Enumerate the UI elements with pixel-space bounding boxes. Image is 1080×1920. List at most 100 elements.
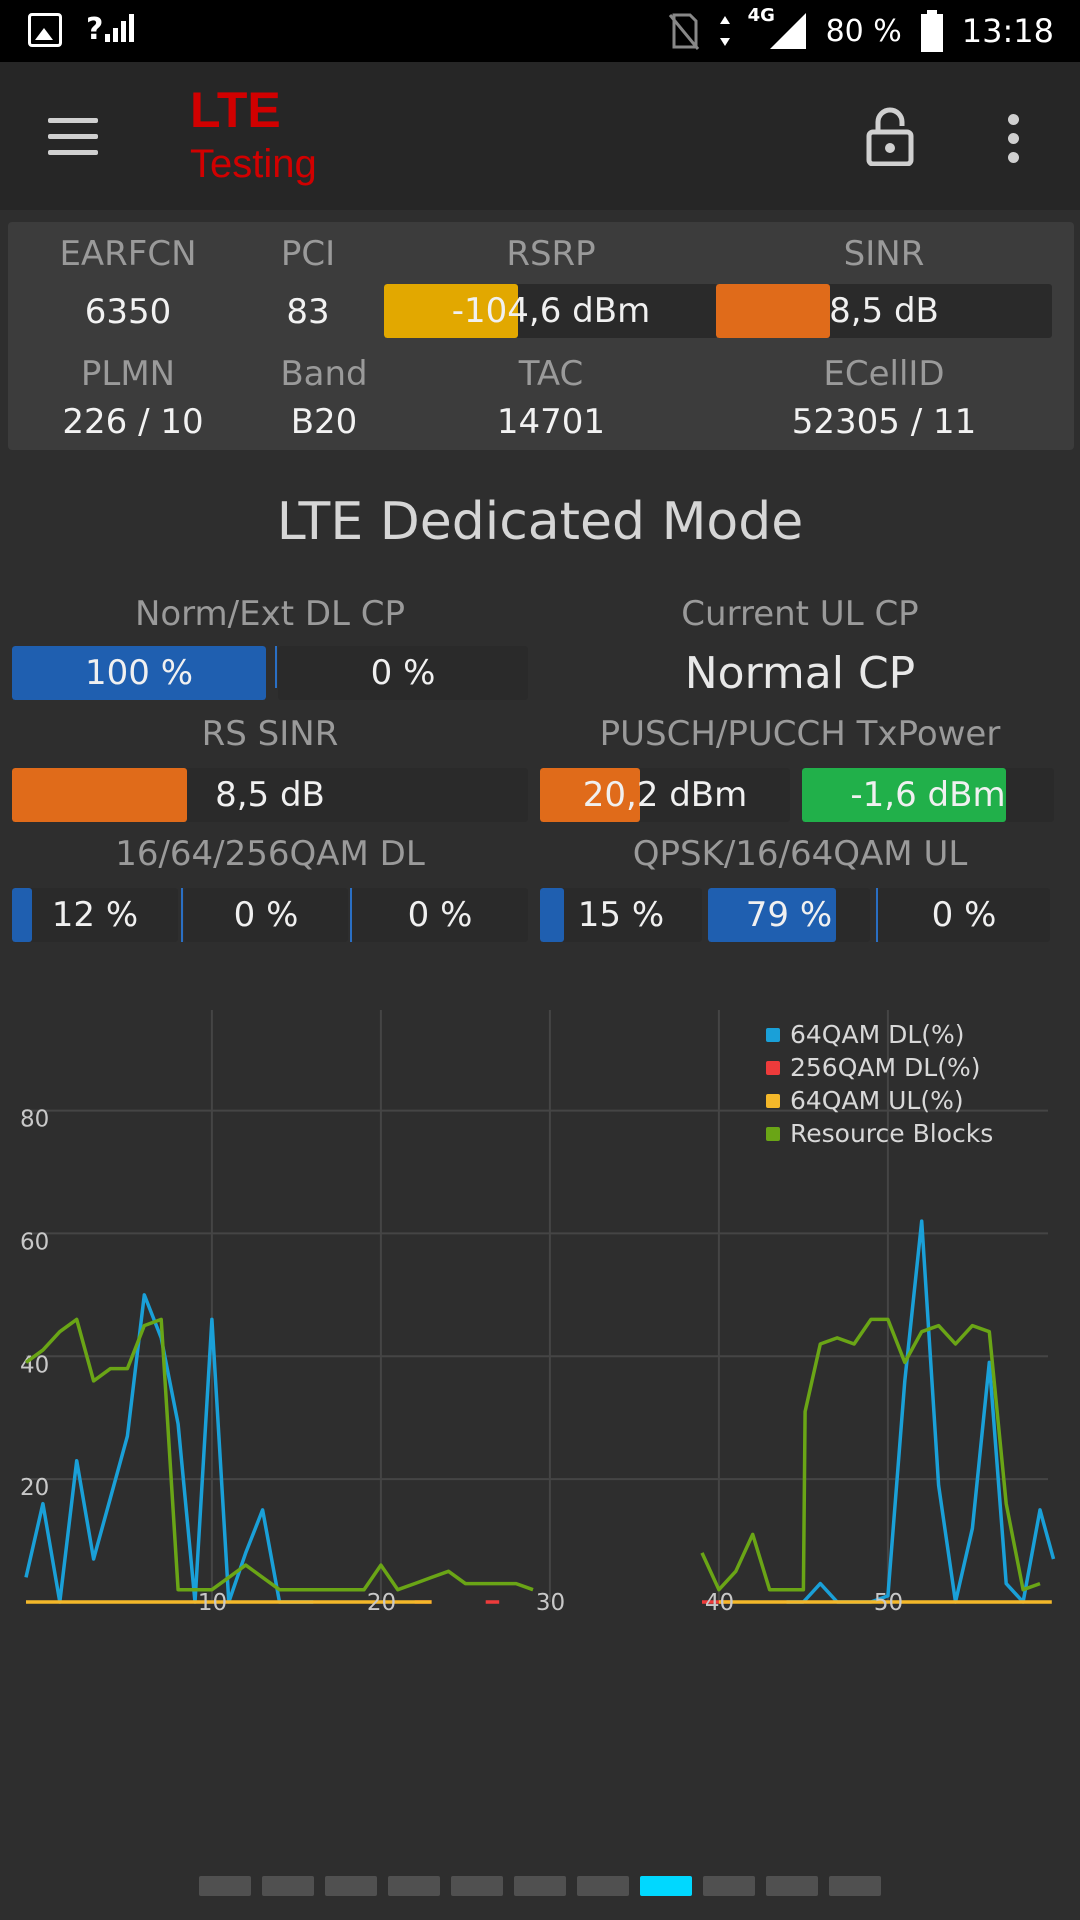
network-type: 4G xyxy=(747,5,775,26)
dl-cp-normal-fill xyxy=(12,646,266,700)
pusch-bar: 20,2 dBm xyxy=(540,768,790,822)
legend-label: Resource Blocks xyxy=(790,1119,994,1148)
y-tick-label: 60 xyxy=(20,1229,49,1255)
sinr-value: 8,5 dB xyxy=(829,291,939,331)
rsrp-label: RSRP xyxy=(506,234,596,274)
rsrp-bar: -104,6 dBm xyxy=(384,284,718,338)
x-tick-label: 40 xyxy=(705,1590,734,1616)
clock: 13:18 xyxy=(961,12,1054,50)
series-line xyxy=(24,1317,534,1592)
rsrp-bar-fill xyxy=(384,284,518,338)
page-dot[interactable] xyxy=(451,1876,503,1896)
dl-cp-normal-bar: 100 % xyxy=(12,646,266,700)
page-dot[interactable] xyxy=(703,1876,755,1896)
image-icon xyxy=(28,12,62,47)
y-tick-label: 20 xyxy=(20,1475,49,1501)
app-bar: LTE Testing xyxy=(0,62,1080,210)
sinr-bar-fill xyxy=(716,284,831,338)
battery-icon xyxy=(920,10,943,52)
tac-value: 14701 xyxy=(496,402,606,442)
app-title-line1: LTE xyxy=(190,82,281,138)
data-arrows-icon xyxy=(719,16,730,46)
qpsk-ul-value: 15 % xyxy=(577,895,665,935)
earfcn-label: EARFCN xyxy=(59,234,197,274)
x-tick-label: 10 xyxy=(198,1590,227,1616)
legend-swatch xyxy=(766,1126,780,1141)
page-dot[interactable] xyxy=(829,1876,881,1896)
page-dot[interactable] xyxy=(577,1876,629,1896)
qam-ul-label: QPSK/16/64QAM UL xyxy=(632,834,968,874)
legend-item: 64QAM DL(%) xyxy=(766,1018,993,1051)
mode-title: LTE Dedicated Mode xyxy=(276,492,804,552)
legend-item: 64QAM UL(%) xyxy=(766,1084,993,1117)
bar-divider xyxy=(350,888,352,942)
sinr-bar: 8,5 dB xyxy=(716,284,1052,338)
rs-sinr-value: 8,5 dB xyxy=(215,775,325,815)
legend-label: 64QAM DL(%) xyxy=(790,1020,965,1049)
x-tick-label: 50 xyxy=(874,1590,903,1616)
page-indicator xyxy=(0,1876,1080,1896)
page-dot[interactable] xyxy=(199,1876,251,1896)
rs-sinr-fill xyxy=(12,768,188,822)
bar-divider xyxy=(275,646,277,688)
dl-cp-extended-bar: 0 % xyxy=(278,646,528,700)
legend-label: 64QAM UL(%) xyxy=(790,1086,964,1115)
rsrp-value: -104,6 dBm xyxy=(451,291,651,331)
dl-cp-normal-value: 100 % xyxy=(84,653,193,693)
band-label: Band xyxy=(280,354,368,394)
qam256-dl-value: 0 % xyxy=(407,895,473,935)
battery-percent: 80 % xyxy=(825,13,902,49)
qam-dl-label: 16/64/256QAM DL xyxy=(115,834,425,874)
sinr-label: SINR xyxy=(843,234,925,274)
tac-label: TAC xyxy=(518,354,584,394)
page-dot[interactable] xyxy=(514,1876,566,1896)
qam16-ul-bar: 79 % xyxy=(708,888,870,942)
page-dot[interactable] xyxy=(262,1876,314,1896)
pucch-fill xyxy=(802,768,1007,822)
page-dot[interactable] xyxy=(388,1876,440,1896)
series-line xyxy=(700,1317,1041,1592)
more-vert-icon[interactable] xyxy=(1008,114,1020,164)
bar-divider xyxy=(181,888,183,942)
pusch-value: 20,2 dBm xyxy=(582,775,748,815)
page-dot[interactable] xyxy=(325,1876,377,1896)
page-dot[interactable] xyxy=(640,1876,692,1896)
qam16-ul-fill xyxy=(708,888,836,942)
series-line xyxy=(24,1293,314,1604)
y-tick-label: 80 xyxy=(20,1107,49,1133)
status-bar: ? 4G 80 % 13:18 xyxy=(0,0,1080,62)
ecellid-label: ECellID xyxy=(823,354,945,394)
earfcn-value: 6350 xyxy=(84,292,172,332)
pucch-value: -1,6 dBm xyxy=(850,775,1006,815)
qam16-dl-bar: 12 % xyxy=(12,888,178,942)
qam64-dl-value: 0 % xyxy=(233,895,299,935)
menu-icon[interactable] xyxy=(48,118,98,158)
signal-unknown-label: ? xyxy=(86,12,104,47)
x-tick-label: 30 xyxy=(536,1590,565,1616)
ul-cp-label: Current UL CP xyxy=(681,594,919,634)
rs-sinr-bar: 8,5 dB xyxy=(12,768,528,822)
x-tick-label: 20 xyxy=(367,1590,396,1616)
qam256-dl-bar: 0 % xyxy=(352,888,528,942)
qam64-ul-bar: 0 % xyxy=(878,888,1050,942)
page-dot[interactable] xyxy=(766,1876,818,1896)
lock-icon[interactable] xyxy=(866,106,914,166)
app-title-line2: Testing xyxy=(190,142,317,186)
no-sim-icon xyxy=(668,13,699,50)
legend-swatch xyxy=(766,1027,780,1042)
pusch-fill xyxy=(540,768,640,822)
legend-item: Resource Blocks xyxy=(766,1117,993,1150)
qpsk-ul-bar: 15 % xyxy=(540,888,702,942)
plmn-label: PLMN xyxy=(80,354,176,394)
pci-value: 83 xyxy=(286,292,330,332)
qam16-dl-fill xyxy=(12,888,32,942)
signal-icon: ? xyxy=(86,12,137,47)
legend-swatch xyxy=(766,1093,780,1108)
legend-item: 256QAM DL(%) xyxy=(766,1051,993,1084)
ecellid-value: 52305 / 11 xyxy=(791,402,977,442)
pucch-bar: -1,6 dBm xyxy=(802,768,1054,822)
txpower-label: PUSCH/PUCCH TxPower xyxy=(599,714,1001,754)
plmn-value: 226 / 10 xyxy=(62,402,204,442)
rs-sinr-label: RS SINR xyxy=(201,714,339,754)
